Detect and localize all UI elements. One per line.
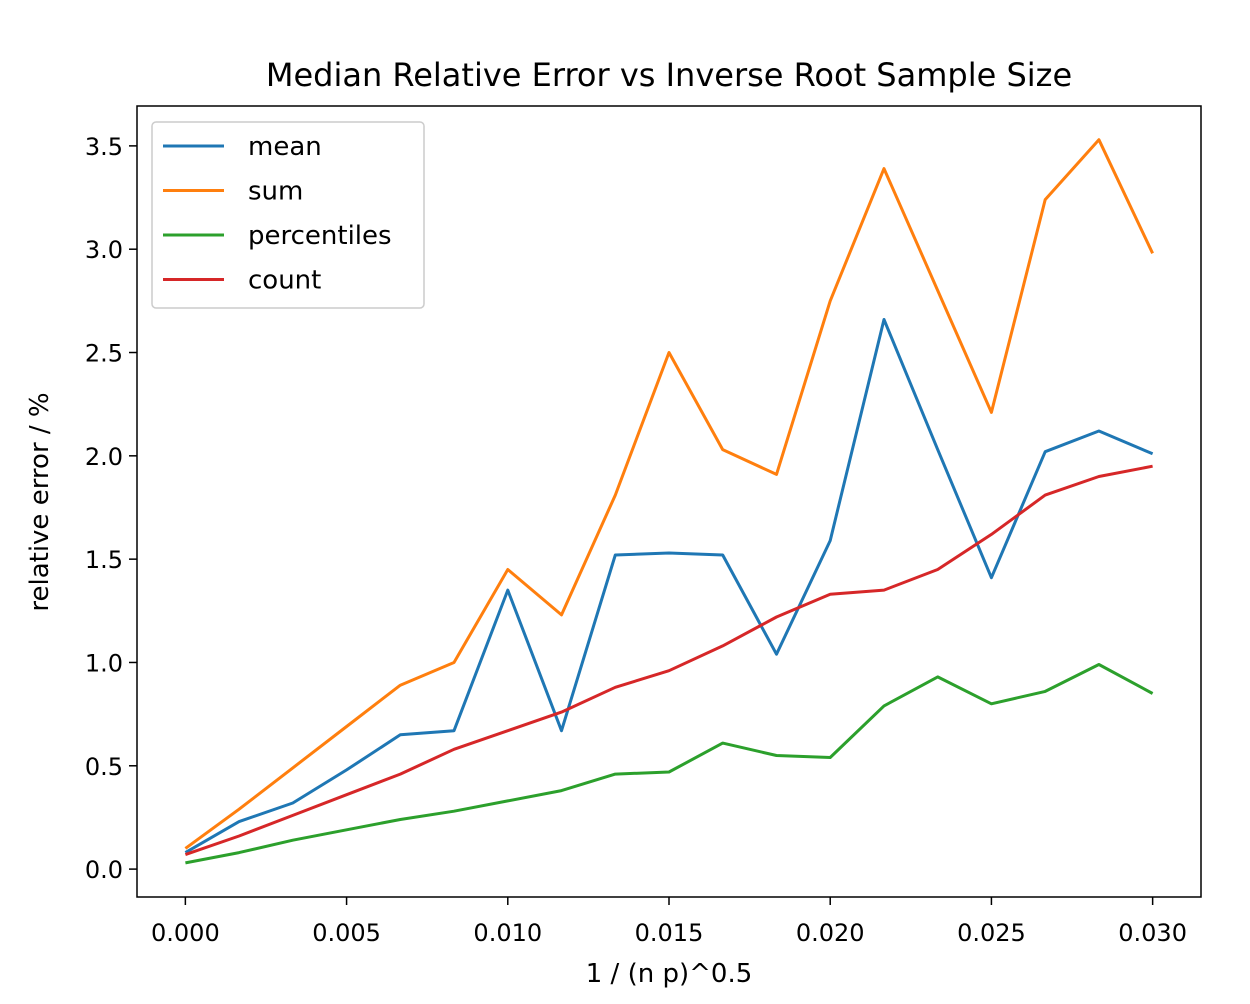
- legend: mean sum percentiles count: [151, 121, 425, 309]
- legend-label-sum: sum: [248, 177, 303, 207]
- y-tick-label: 2.5: [85, 340, 123, 368]
- series-line-percentiles: [185, 663, 1154, 865]
- y-tick-label: 1.0: [85, 649, 123, 677]
- plot-frame: [136, 105, 1202, 898]
- y-tick-label: 3.0: [85, 236, 123, 264]
- legend-label-count: count: [248, 266, 321, 296]
- y-tick-label: 2.0: [85, 443, 123, 471]
- series-line-mean: [184, 318, 1154, 854]
- y-tick-label: 0.5: [85, 753, 123, 781]
- x-tick-label: 0.030: [1118, 919, 1187, 947]
- y-tick-label: 3.5: [85, 133, 123, 161]
- y-tick-label: 1.5: [85, 546, 123, 574]
- legend-label-percentiles: percentiles: [248, 221, 392, 251]
- x-tick-label: 0.020: [796, 919, 865, 947]
- y-tick-label: 0.0: [85, 856, 123, 884]
- x-tick-label: 0.000: [151, 919, 220, 947]
- y-axis-label: relative error / %: [25, 392, 55, 611]
- x-axis-label: 1 / (n p)^0.5: [586, 959, 753, 989]
- x-tick-label: 0.005: [312, 919, 381, 947]
- x-tick-label: 0.025: [957, 919, 1026, 947]
- x-tick-label: 0.015: [635, 919, 704, 947]
- series-line-count: [184, 464, 1153, 857]
- legend-box: [151, 121, 425, 309]
- legend-label-mean: mean: [248, 132, 322, 162]
- x-tick-label: 0.010: [473, 919, 542, 947]
- series-line-sum: [184, 138, 1154, 850]
- chart-title: Median Relative Error vs Inverse Root Sa…: [266, 56, 1072, 94]
